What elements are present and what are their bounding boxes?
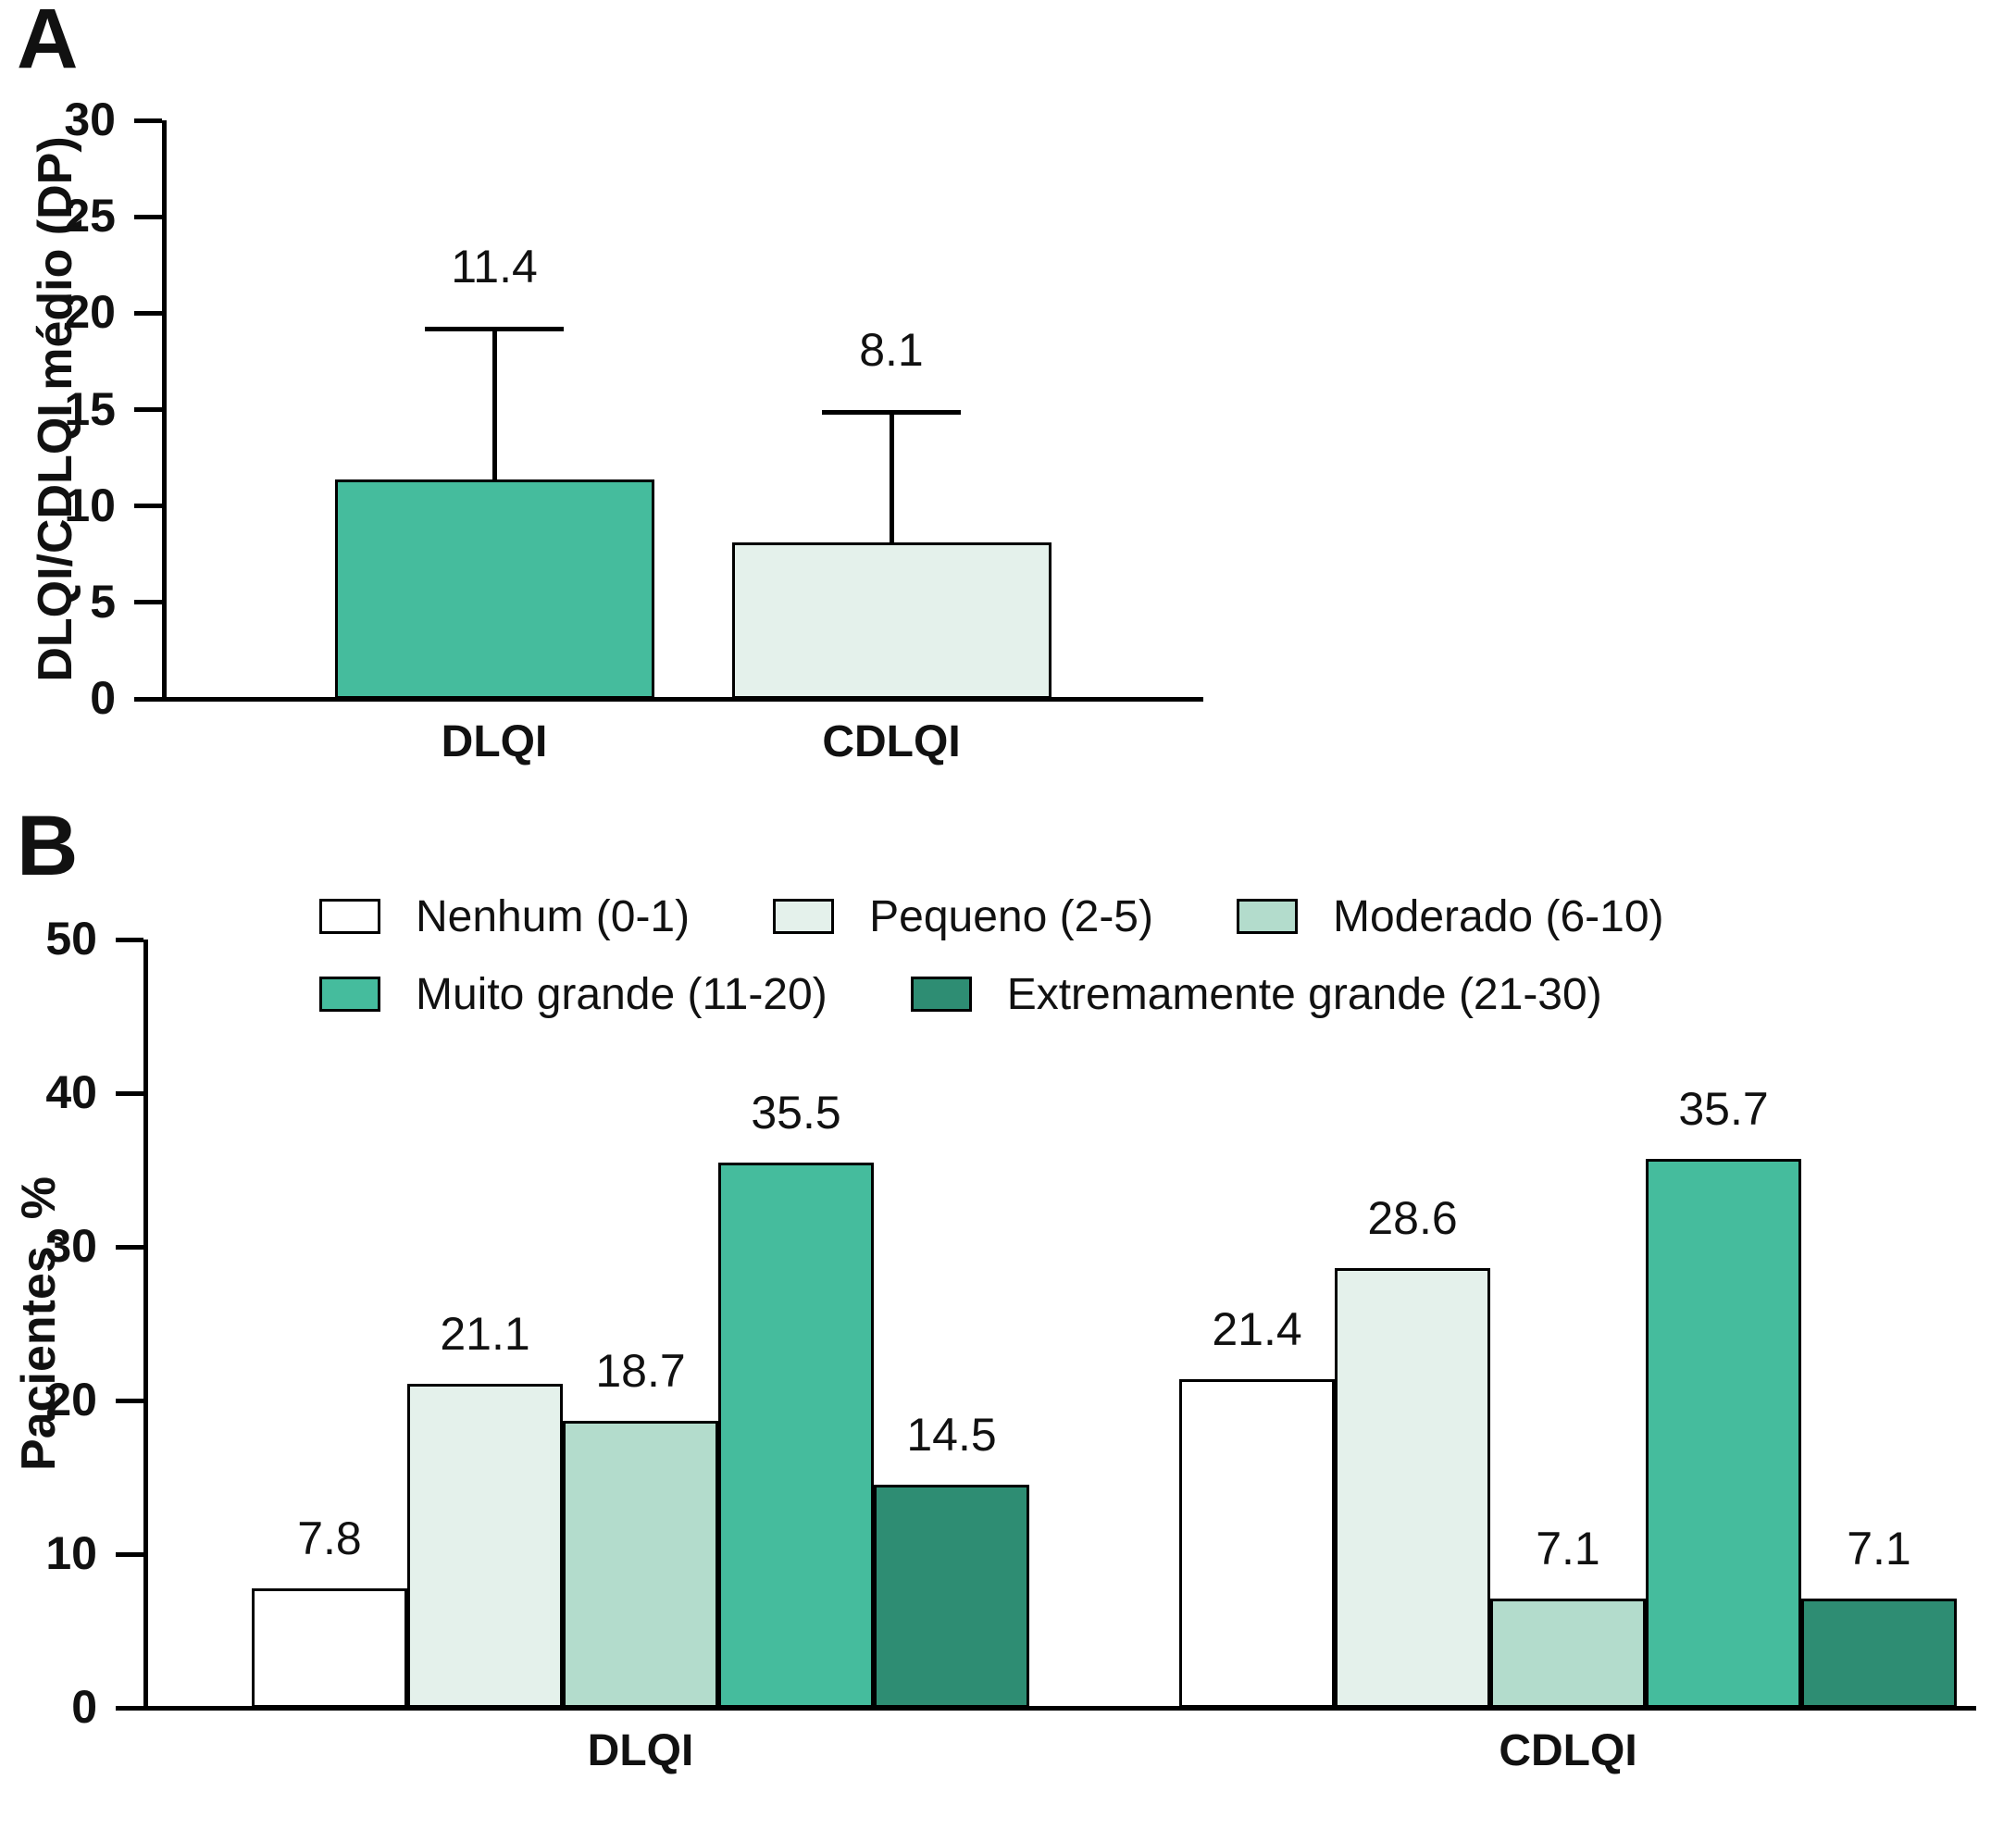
legend-key-label-1: Pequeno (2-5) [869, 891, 1153, 941]
panel-a-y-tick-label-25: 25 [64, 190, 116, 243]
panel-b-y-tick-20 [116, 1398, 143, 1403]
panel-b-bar-dlqi-series-2 [563, 1420, 718, 1708]
panel-a-y-tick-label-30: 30 [64, 93, 116, 145]
panel-a-y-tick-label-0: 0 [90, 672, 116, 724]
legend-key-label-3: Muito grande (11-20) [416, 969, 828, 1019]
panel-b-plot: 0 10 20 30 40 50 7.8 21.4 21.1 28.6 18.7 7.1 35.5 35.… [45, 913, 1976, 1775]
legend-key-label-4: Extremamente grande (21-30) [1006, 969, 1602, 1019]
panel-a-y-tick-5 [134, 600, 162, 605]
legend-item-2: Moderado (6-10) [1236, 891, 1664, 942]
panel-a-letter: A [17, 0, 79, 86]
panel-b-letter: B [17, 799, 79, 893]
legend-row-1: Nenhum (0-1) Pequeno (2-5) Moderado (6-10) [319, 877, 1748, 955]
panel-b-y-tick-label-10: 10 [45, 1527, 97, 1579]
legend-swatch-icon-1 [773, 899, 835, 934]
panel-b-bar-dlqi-series-4 [874, 1485, 1029, 1708]
panel-b-category-label-cdlqi: CDLQI [1499, 1726, 1637, 1775]
panel-b-value-label-dlqi-series-3: 35.5 [751, 1086, 841, 1139]
panel-b-y-tick-30 [116, 1244, 143, 1250]
panel-a-y-tick-0 [134, 696, 162, 702]
panel-b-value-label-dlqi-series-0: 7.8 [297, 1512, 362, 1564]
panel-b-y-tick-50 [116, 937, 143, 942]
panel-a-y-tick-label-20: 20 [64, 286, 116, 339]
panel-b-bar-cdlqi-series-0 [1179, 1378, 1335, 1708]
panel-a-y-tick-label-10: 10 [64, 479, 116, 531]
panel-b-value-label-dlqi-series-4: 14.5 [906, 1409, 997, 1462]
legend-item-0: Nenhum (0-1) [319, 891, 690, 942]
panel-b-value-label-dlqi-series-1: 21.1 [440, 1307, 530, 1360]
panel-a-error-stem-cdlqi [889, 411, 894, 543]
panel-a-y-tick-30 [134, 118, 162, 123]
panel-b-bar-dlqi-series-1 [407, 1383, 563, 1708]
panel-a-y-tick-15 [134, 407, 162, 412]
panel-b-y-tick-label-20: 20 [45, 1374, 97, 1425]
legend-item-1: Pequeno (2-5) [773, 891, 1153, 942]
panel-b-x-axis [143, 1706, 1976, 1711]
panel-b-y-tick-label-30: 30 [45, 1220, 97, 1272]
panel-b-y-tick-label-50: 50 [45, 913, 97, 965]
panel-b-y-tick-0 [116, 1705, 143, 1711]
legend-swatch-icon-2 [1236, 899, 1298, 934]
panel-a-category-label-cdlqi: CDLQI [822, 717, 961, 766]
panel-b-bar-cdlqi-series-2 [1490, 1599, 1646, 1708]
legend-row-2: Muito grande (11-20) Extremamente grande … [319, 955, 1748, 1033]
panel-a-error-cap-dlqi [425, 327, 564, 331]
panel-b-bar-dlqi-series-0 [252, 1587, 407, 1708]
panel-b-value-label-cdlqi-series-1: 28.6 [1367, 1192, 1458, 1245]
panel-b-value-label-cdlqi-series-0: 21.4 [1212, 1302, 1302, 1355]
panel-a-error-stem-dlqi [492, 329, 497, 479]
legend-swatch-icon-0 [319, 899, 380, 934]
panel-a-bar-cdlqi [731, 542, 1052, 699]
panel-b-bar-cdlqi-series-3 [1646, 1159, 1801, 1708]
panel-a-category-label-dlqi: DLQI [441, 717, 548, 766]
panel-a-value-label-dlqi: 11.4 [451, 241, 538, 292]
panel-b-y-tick-40 [116, 1090, 143, 1096]
panel-b-value-label-cdlqi-series-4: 7.1 [1847, 1523, 1911, 1575]
legend-swatch-icon-3 [319, 977, 380, 1012]
panel-b-bar-dlqi-series-3 [718, 1162, 874, 1708]
legend-swatch-icon-4 [910, 977, 972, 1012]
panel-a-error-cap-cdlqi [822, 409, 961, 415]
panel-a-plot: 0 5 10 15 20 25 30 11.4 DLQI 8.1 CDLQI [64, 93, 1203, 766]
panel-a-y-tick-label-5: 5 [90, 575, 116, 628]
panel-b-y-tick-10 [116, 1551, 143, 1557]
panel-a-value-label-cdlqi: 8.1 [859, 323, 924, 376]
legend-key-label-2: Moderado (6-10) [1332, 891, 1664, 941]
panel-a-y-tick-10 [134, 504, 162, 509]
panel-b-bar-cdlqi-series-4 [1801, 1599, 1957, 1708]
panel-b-value-label-cdlqi-series-3: 35.7 [1678, 1083, 1769, 1136]
legend: Nenhum (0-1) Pequeno (2-5) Moderado (6-10)… [319, 877, 1748, 1033]
panel-b-value-label-dlqi-series-2: 18.7 [595, 1344, 686, 1397]
legend-item-4: Extremamente grande (21-30) [910, 969, 1602, 1020]
panel-b-category-label-dlqi: DLQI [587, 1726, 694, 1775]
panel-a-y-tick-25 [134, 214, 162, 219]
panel-b-y-axis [143, 940, 148, 1708]
panel-a-y-tick-label-15: 15 [64, 382, 116, 435]
panel-a-y-axis [162, 120, 167, 699]
panel-b-y-tick-label-0: 0 [71, 1681, 97, 1733]
panel-b-value-label-cdlqi-series-2: 7.1 [1536, 1523, 1600, 1575]
panel-a-y-tick-20 [134, 310, 162, 316]
panel-b-y-tick-label-40: 40 [45, 1066, 97, 1118]
panel-a-x-axis [162, 697, 1203, 702]
legend-key-label-0: Nenhum (0-1) [416, 891, 691, 941]
panel-a-bar-dlqi [334, 479, 654, 699]
panel-b-bar-cdlqi-series-1 [1335, 1268, 1490, 1708]
legend-item-3: Muito grande (11-20) [319, 969, 828, 1020]
